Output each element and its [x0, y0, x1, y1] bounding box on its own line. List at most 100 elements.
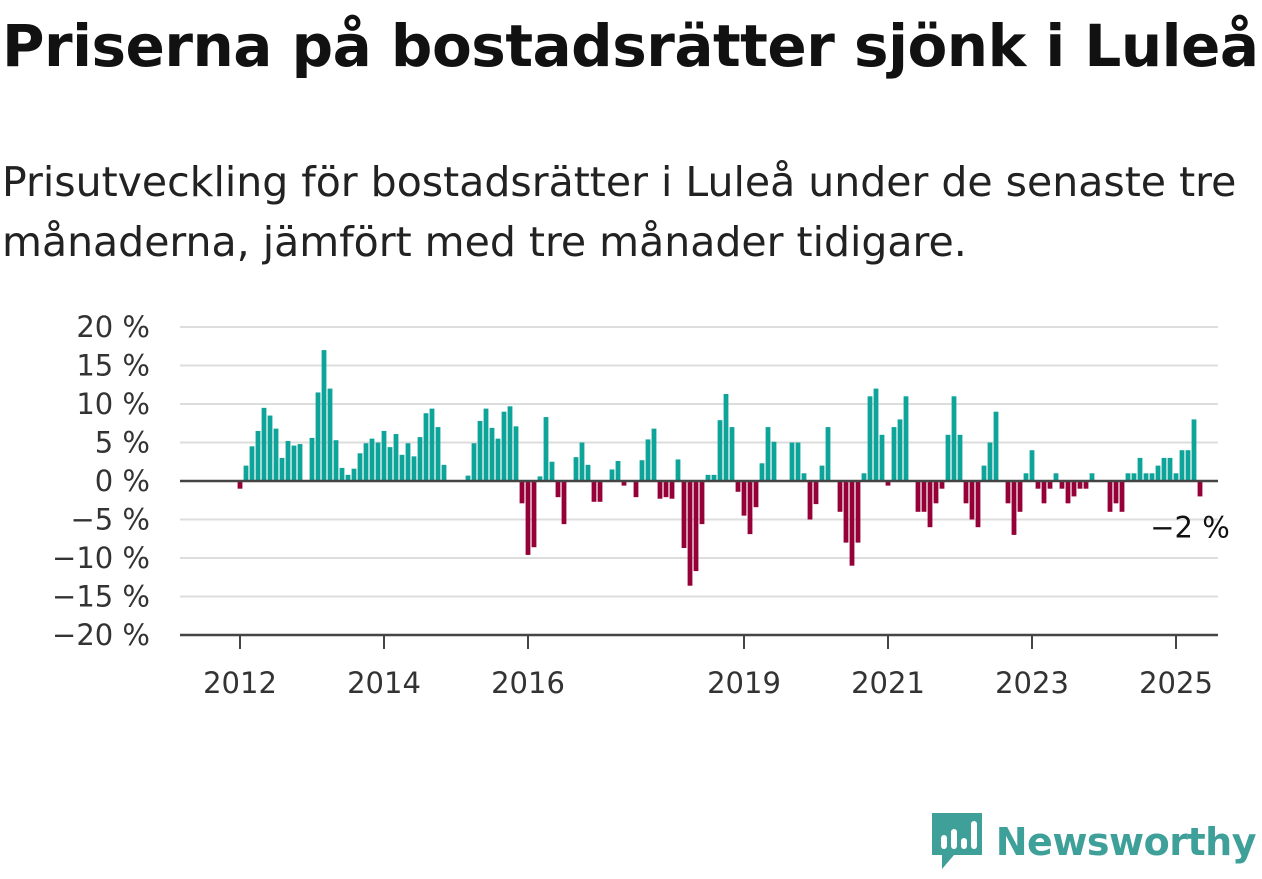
bar [255, 430, 261, 481]
bar [1119, 481, 1125, 512]
bar [741, 481, 747, 516]
bar [279, 457, 285, 481]
bar [543, 417, 549, 481]
bar [1035, 481, 1041, 489]
bar [351, 468, 357, 481]
bar [645, 439, 651, 481]
bar [621, 481, 627, 486]
bar [327, 388, 333, 481]
grid-lines [180, 326, 1218, 598]
bar [393, 434, 399, 481]
bar [969, 481, 975, 520]
bar [573, 457, 579, 481]
bar [699, 481, 705, 525]
bar [879, 434, 885, 481]
bar [549, 461, 555, 481]
newsworthy-logo-icon [931, 813, 982, 869]
bar [723, 393, 729, 481]
bar [243, 465, 249, 481]
x-tick-label: 2019 [707, 666, 781, 700]
bar [333, 440, 339, 481]
bar [369, 438, 375, 481]
bar [891, 427, 897, 481]
bar [687, 481, 693, 586]
bar [915, 481, 921, 512]
bar [591, 481, 597, 502]
bar [975, 481, 981, 528]
bar [1173, 473, 1179, 481]
bar [537, 476, 543, 481]
bar [1107, 481, 1113, 512]
bar [705, 474, 711, 481]
bar [237, 481, 243, 489]
bar [747, 481, 753, 535]
bar [1185, 450, 1191, 481]
bar [471, 443, 477, 481]
bar [735, 481, 741, 492]
bar [1059, 481, 1065, 489]
bar [339, 467, 345, 481]
x-tick-label: 2014 [347, 666, 421, 700]
bar [399, 454, 405, 481]
bar [1053, 473, 1059, 481]
bar [873, 388, 879, 481]
bar [1179, 450, 1185, 481]
bar [1005, 481, 1011, 504]
bar [1029, 450, 1035, 481]
bar [663, 481, 669, 498]
bar [1191, 419, 1197, 481]
bar [429, 408, 435, 481]
bar [609, 469, 615, 481]
y-tick-label: −10 % [52, 541, 150, 575]
bar [387, 447, 393, 481]
bar [267, 415, 273, 481]
bar [561, 481, 567, 525]
bar [759, 463, 765, 481]
bar [1161, 457, 1167, 481]
bar [273, 428, 279, 481]
bar [693, 481, 699, 572]
bar [1077, 481, 1083, 489]
bar [615, 460, 621, 481]
bar [1131, 473, 1137, 481]
bar [477, 420, 483, 481]
bar [525, 481, 531, 555]
bar-series [237, 350, 1203, 586]
bar [843, 481, 849, 543]
bar [435, 427, 441, 481]
y-tick-label: 15 % [76, 349, 150, 383]
last-value-annotation: −2 % [1150, 511, 1230, 545]
bar [417, 437, 423, 481]
bar [597, 481, 603, 502]
chart-title: Priserna på bostadsrätter sjönk i Luleå [2, 12, 1259, 80]
bar [945, 434, 951, 481]
bar [717, 420, 723, 481]
bar [639, 460, 645, 481]
bar [483, 408, 489, 481]
bar [867, 396, 873, 481]
bar [261, 407, 267, 481]
brand-name: Newsworthy [995, 820, 1257, 864]
bar [927, 481, 933, 528]
bar [1011, 481, 1017, 535]
bar [501, 411, 507, 481]
bar [531, 481, 537, 548]
bar [753, 481, 759, 508]
bar [363, 443, 369, 481]
x-tick-label: 2016 [491, 666, 565, 700]
bar [405, 443, 411, 481]
bar [519, 481, 525, 504]
bar [939, 481, 945, 489]
x-tick-label: 2012 [203, 666, 277, 700]
bar [321, 350, 327, 481]
bar [513, 426, 519, 481]
bar [681, 481, 687, 548]
y-tick-label: 10 % [76, 387, 150, 421]
bar [1143, 473, 1149, 481]
bar [285, 440, 291, 481]
x-tick-label: 2025 [1139, 666, 1213, 700]
bar [819, 465, 825, 481]
bar [1125, 473, 1131, 481]
bar [1089, 473, 1095, 481]
bar [837, 481, 843, 512]
